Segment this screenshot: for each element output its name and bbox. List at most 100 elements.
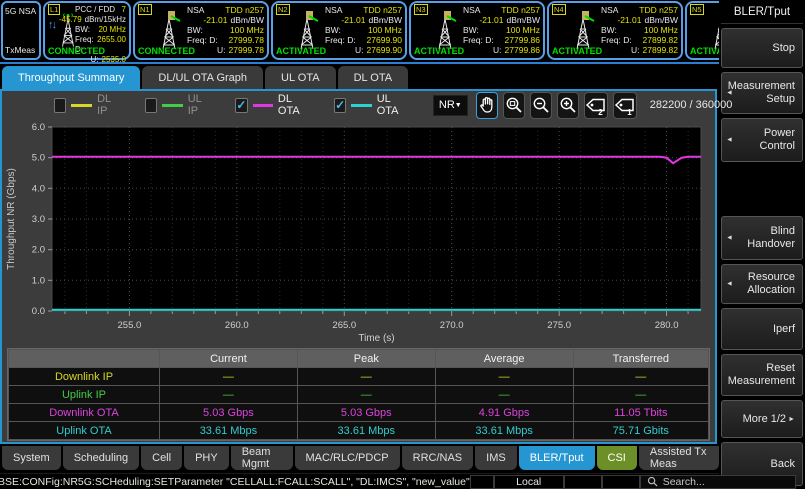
tab-csi[interactable]: CSI xyxy=(597,446,637,470)
cell-readout: NSATDD n257 -21.01dBm/BW BW:100 MHz Freq… xyxy=(463,5,540,55)
graph-tab-bar: Throughput Summary DL/UL OTA Graph UL OT… xyxy=(0,66,719,89)
col-average: Average xyxy=(436,350,573,367)
cell-status-n5[interactable]: N5 ACTIVATED xyxy=(685,1,719,60)
cell-readout: NSATDD n257 -21.01dBm/BW BW:100 MHz Freq… xyxy=(187,5,264,55)
stop-button[interactable]: Stop xyxy=(721,28,803,68)
table-row: Downlink IP — — — — xyxy=(9,368,708,385)
ul-ip-swatch xyxy=(162,104,183,107)
tab-ul-ota[interactable]: UL OTA xyxy=(265,66,336,89)
left-arrow-icon: ◄ xyxy=(726,232,733,245)
dl-ota-checkbox[interactable]: ✓ xyxy=(235,98,247,113)
tab-dl-ota[interactable]: DL OTA xyxy=(338,66,409,89)
table-row: Uplink IP — — — — xyxy=(9,386,708,403)
cell-state: ACTIVATED xyxy=(552,46,602,56)
tab-mac-rlc-pdcp[interactable]: MAC/RLC/PDCP xyxy=(295,446,400,470)
more-button[interactable]: More 1/2 ► xyxy=(721,400,803,438)
cell-state: ACTIVATED xyxy=(690,46,719,56)
layer-select-dropdown[interactable]: NR ▼ xyxy=(433,95,468,116)
ul-ota-swatch xyxy=(351,104,371,107)
measurement-setup-button[interactable]: ◄ Measurement Setup xyxy=(721,72,803,114)
reset-measurement-button[interactable]: Reset Measurement xyxy=(721,354,803,396)
cell-state: ACTIVATED xyxy=(276,46,326,56)
left-arrow-icon: ◄ xyxy=(726,278,733,291)
zoom-out-icon xyxy=(531,95,551,115)
chevron-down-icon: ▼ xyxy=(455,102,462,109)
tab-beam-mgmt[interactable]: Beam Mgmt xyxy=(231,446,293,470)
sample-counter: 282200 / 360000 xyxy=(650,99,733,111)
sidebar-title: BLER/Tput xyxy=(721,0,803,24)
iperf-button[interactable]: Iperf xyxy=(721,308,803,350)
row-label: Uplink IP xyxy=(9,386,159,403)
blind-handover-button[interactable]: ◄ Blind Handover xyxy=(721,216,803,260)
cell-badge: N2 xyxy=(276,4,290,15)
cell-readout: NSATDD n257 -21.01dBm/BW BW:100 MHz Freq… xyxy=(325,5,402,55)
power-control-button[interactable]: ◄ Power Control xyxy=(721,118,803,162)
dl-ip-checkbox[interactable] xyxy=(54,98,66,113)
pan-button[interactable] xyxy=(476,92,498,119)
search-icon xyxy=(647,476,658,487)
table-row: Downlink OTA 5.03 Gbps 5.03 Gbps 4.91 Gb… xyxy=(9,404,708,421)
col-current: Current xyxy=(160,350,297,367)
svg-text:Throughput NR (Gbps): Throughput NR (Gbps) xyxy=(6,168,17,270)
tab-rrc-nas[interactable]: RRC/NAS xyxy=(402,446,474,470)
antenna-icon xyxy=(157,11,181,51)
tab-system[interactable]: System xyxy=(2,446,61,470)
ul-ip-checkbox[interactable] xyxy=(145,98,157,113)
legend-item-ul-ota: ✓ UL OTA xyxy=(334,93,407,117)
cell-badge: N3 xyxy=(414,4,428,15)
row-label: Uplink OTA xyxy=(9,422,159,439)
status-cell xyxy=(564,475,602,489)
cell-status-n1[interactable]: N1 NSATDD n257 -21.01dBm/BW BW:100 MHz F… xyxy=(133,1,269,60)
throughput-chart[interactable]: 0.01.02.03.04.05.06.0255.0260.0265.0270.… xyxy=(2,119,715,345)
tab-phy[interactable]: PHY xyxy=(184,446,229,470)
cell-state: CONNECTED xyxy=(48,46,105,56)
throughput-table: Current Peak Average Transferred Downlin… xyxy=(7,348,710,441)
svg-text:4.0: 4.0 xyxy=(32,183,45,194)
cell-status-n4[interactable]: N4 NSATDD n257 -21.01dBm/BW BW:100 MHz F… xyxy=(547,1,683,60)
zoom-fit-button[interactable] xyxy=(503,92,525,119)
cell-status-n3[interactable]: N3 NSATDD n257 -21.01dBm/BW BW:100 MHz F… xyxy=(409,1,545,60)
chart-canvas[interactable]: 0.01.02.03.04.05.06.0255.0260.0265.0270.… xyxy=(2,119,711,345)
marker-2-button[interactable]: 2 xyxy=(584,92,608,119)
cell-status-n2[interactable]: N2 NSATDD n257 -21.01dBm/BW BW:100 MHz F… xyxy=(271,1,407,60)
tab-assisted-tx-meas[interactable]: Assisted Tx Meas xyxy=(639,446,719,470)
antenna-icon xyxy=(433,11,457,51)
tab-bler-tput[interactable]: BLER/Tput xyxy=(519,446,595,470)
zoom-out-button[interactable] xyxy=(530,92,552,119)
tab-dlul-ota-graph[interactable]: DL/UL OTA Graph xyxy=(142,66,263,89)
meas-label: TxMeas xyxy=(5,45,37,55)
tab-scheduling[interactable]: Scheduling xyxy=(63,446,139,470)
status-bar: BSE:CONFig:NR5G:SCHeduling:SETParameter … xyxy=(0,473,719,489)
ul-ota-checkbox[interactable]: ✓ xyxy=(334,98,346,113)
svg-text:2.0: 2.0 xyxy=(32,245,45,256)
local-button[interactable]: Local xyxy=(494,475,564,489)
scpi-command-text: BSE:CONFig:NR5G:SCHeduling:SETParameter … xyxy=(0,476,470,488)
zoom-fit-icon xyxy=(504,95,524,115)
svg-text:0.0: 0.0 xyxy=(32,306,45,317)
svg-text:5.0: 5.0 xyxy=(32,153,45,164)
cell-status-l1[interactable]: L1 ↑↓ PCC / FDD7 -45.79dBm/15kHz BW:20 M… xyxy=(43,1,131,60)
col-peak: Peak xyxy=(298,350,435,367)
cell-readout: NSATDD n257 -21.01dBm/BW BW:100 MHz Freq… xyxy=(601,5,678,55)
dl-ota-swatch xyxy=(253,104,273,107)
traffic-arrows-icon: ↑↓ xyxy=(48,19,55,31)
marker-1-button[interactable]: 1 xyxy=(613,92,637,119)
svg-text:3.0: 3.0 xyxy=(32,214,45,225)
resource-allocation-button[interactable]: ◄ Resource Allocation xyxy=(721,264,803,304)
zoom-in-button[interactable] xyxy=(557,92,579,119)
search-box[interactable]: Search... xyxy=(640,475,796,489)
tab-cell[interactable]: Cell xyxy=(141,446,182,470)
throughput-summary-panel: DL IP UL IP ✓ DL OTA ✓ UL OTA NR ▼ xyxy=(0,89,717,444)
cell-badge: N5 xyxy=(690,4,704,15)
tab-ims[interactable]: IMS xyxy=(475,446,517,470)
svg-text:1.0: 1.0 xyxy=(32,275,45,286)
left-arrow-icon: ◄ xyxy=(726,134,733,147)
hand-icon xyxy=(477,95,497,115)
table-row: Uplink OTA 33.61 Mbps 33.61 Mbps 33.61 M… xyxy=(9,422,708,439)
mode-label: 5G NSA xyxy=(5,6,37,16)
cell-state: CONNECTED xyxy=(138,46,195,56)
legend-item-dl-ota: ✓ DL OTA xyxy=(235,93,308,117)
cell-status-strip: 5G NSA TxMeas L1 ↑↓ PCC / FDD7 -45.79dBm… xyxy=(0,0,719,64)
tab-throughput-summary[interactable]: Throughput Summary xyxy=(2,66,140,89)
legend-item-ul-ip: UL IP xyxy=(145,93,210,117)
